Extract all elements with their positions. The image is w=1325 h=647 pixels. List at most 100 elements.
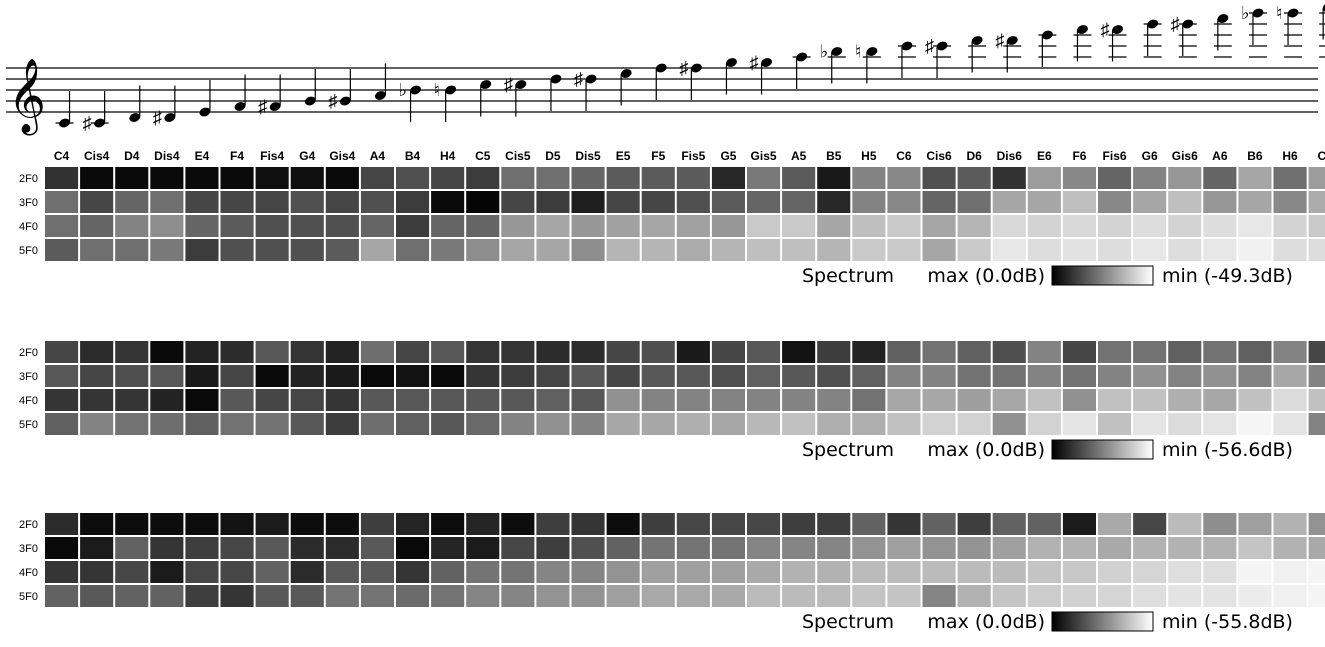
- heatmap-cell: [396, 167, 430, 189]
- heatmap-cell: [115, 537, 149, 559]
- heatmap-cell: [325, 413, 359, 435]
- heatmap-cell: [1098, 585, 1132, 607]
- colorbar-max-label: max (0.0dB): [927, 265, 1045, 287]
- heatmap-cell: [922, 513, 956, 535]
- heatmap-cell: [1203, 215, 1237, 237]
- heatmap-cell: [676, 413, 710, 435]
- staff-note: ♭: [820, 42, 846, 84]
- heatmap-cell: [1027, 239, 1061, 261]
- heatmap-cell: [782, 191, 816, 213]
- note-head: [725, 58, 737, 67]
- heatmap-cell: [290, 513, 324, 535]
- heatmap-cell: [992, 215, 1026, 237]
- heatmap-cell: [747, 513, 781, 535]
- heatmap-cell: [817, 191, 851, 213]
- heatmap-cell: [571, 215, 605, 237]
- staff-note: ♯: [328, 69, 351, 111]
- note-head: [59, 118, 71, 128]
- heatmap-cell: [45, 215, 79, 237]
- heatmap-cell: [1308, 167, 1325, 189]
- heatmap-cell: [431, 537, 465, 559]
- heatmap-cell: [1273, 537, 1307, 559]
- heatmap-cell: [290, 389, 324, 411]
- note-label: B6: [1247, 149, 1263, 163]
- heatmap-cell: [992, 191, 1026, 213]
- heatmap-cell: [1027, 513, 1061, 535]
- heatmap-cell: [852, 341, 886, 363]
- heatmap-cell: [1027, 413, 1061, 435]
- heatmap-cell: [1062, 365, 1096, 387]
- heatmap-cell: [150, 167, 184, 189]
- heatmap-cell: [852, 513, 886, 535]
- heatmap-cell: [887, 537, 921, 559]
- heatmap-cell: [1168, 537, 1202, 559]
- heatmap-cell: [1273, 513, 1307, 535]
- heatmap-cell: [1273, 191, 1307, 213]
- heatmap-cell: [817, 537, 851, 559]
- heatmap-cell: [255, 537, 289, 559]
- heatmap-cell: [290, 561, 324, 583]
- staff-note: ♯: [1101, 20, 1127, 62]
- heatmap-cell: [431, 341, 465, 363]
- heatmap-cell: [641, 167, 675, 189]
- heatmap-cell: [360, 561, 394, 583]
- note-head: [550, 74, 562, 84]
- heatmap-cell: [501, 167, 535, 189]
- heatmap-cell: [571, 585, 605, 607]
- heatmap-cell: [887, 365, 921, 387]
- heatmap-cell: [80, 365, 114, 387]
- heatmap-cell: [571, 167, 605, 189]
- heatmap-cell: [1027, 167, 1061, 189]
- staff-note: [374, 63, 387, 100]
- heatmap-cell: [150, 585, 184, 607]
- heatmap-cell: [1133, 561, 1167, 583]
- heatmap-cell: [817, 167, 851, 189]
- heatmap-cell: [431, 513, 465, 535]
- heatmap-cell: [747, 537, 781, 559]
- heatmap-cell: [325, 341, 359, 363]
- note-label: Fis4: [260, 149, 284, 163]
- heatmap-cell: [887, 389, 921, 411]
- heatmap-cell: [1308, 239, 1325, 261]
- heatmap-cell: [887, 215, 921, 237]
- heatmap-cell: [817, 239, 851, 261]
- heatmap-cell: [396, 341, 430, 363]
- heatmap-cell: [1168, 341, 1202, 363]
- note-label: A6: [1212, 149, 1228, 163]
- note-label: Gis5: [751, 149, 777, 163]
- row-label: 2F0: [19, 173, 38, 185]
- heatmap-cell: [185, 341, 219, 363]
- heatmap-cell: [466, 513, 500, 535]
- heatmap-cell: [606, 537, 640, 559]
- heatmap-cell: [325, 365, 359, 387]
- heatmap-cell: [360, 537, 394, 559]
- heatmap-cell: [536, 389, 570, 411]
- colorbar-label: Spectrum: [802, 611, 894, 633]
- heatmap-cell: [817, 413, 851, 435]
- heatmap-cell: [396, 537, 430, 559]
- heatmap-cell: [606, 215, 640, 237]
- heatmap-cell: [606, 585, 640, 607]
- note-label: D5: [545, 149, 561, 163]
- heatmap-cell: [852, 413, 886, 435]
- note-head: [761, 58, 773, 67]
- heatmap-cell: [571, 365, 605, 387]
- heatmap-cell: [466, 389, 500, 411]
- heatmap-cell: [641, 513, 675, 535]
- heatmap-cell: [115, 365, 149, 387]
- heatmap-cell: [255, 413, 289, 435]
- staff-note: ♯: [504, 75, 527, 117]
- heatmap-cell: [80, 585, 114, 607]
- heatmap-cell: [922, 365, 956, 387]
- heatmap-cell: [290, 341, 324, 363]
- heatmap-cell: [325, 215, 359, 237]
- flat-icon: ♭: [1241, 3, 1250, 23]
- note-head: [620, 69, 632, 78]
- heatmap-cell: [1273, 341, 1307, 363]
- heatmap-cell: [922, 585, 956, 607]
- heatmap-cell: [1098, 561, 1132, 583]
- heatmap-cell: [957, 389, 991, 411]
- heatmap-cell: [1203, 365, 1237, 387]
- heatmap-cell: [571, 561, 605, 583]
- heatmap-cell: [1133, 513, 1167, 535]
